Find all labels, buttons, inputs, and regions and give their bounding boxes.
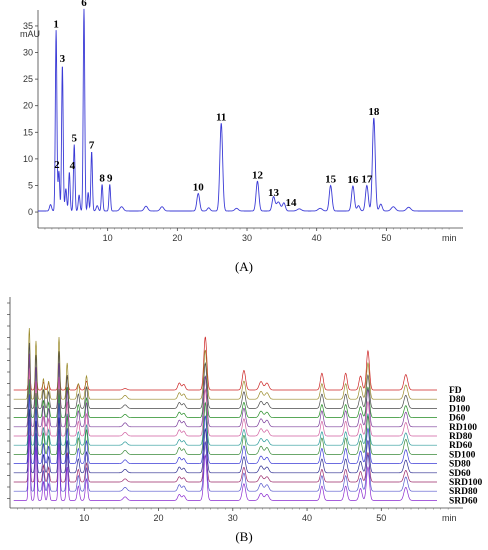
peak-label: 2 [54,159,60,171]
y-tick-label: 35 [23,21,33,31]
peak-label: 7 [89,139,95,151]
x-tick-label: 10 [103,233,113,243]
peak-label: 13 [268,187,280,199]
series-trace [13,342,438,409]
y-tick-label: 5 [28,180,33,190]
peak-label: 4 [70,160,76,172]
peak-label: 5 [71,133,77,145]
series-trace [13,353,438,428]
peak-label: 14 [285,197,297,209]
series-label: SRD80 [449,487,478,497]
series-label: SD100 [449,450,476,460]
panel-a-label: (A) [235,259,253,274]
x-tick-label: 50 [381,233,391,243]
series-trace [13,409,438,474]
series-trace [13,327,438,400]
series-label: FD [449,386,462,396]
peak-label: 1 [53,18,59,30]
peak-label: 17 [361,174,373,186]
peak-label: 10 [193,182,205,194]
series-trace [13,336,438,391]
peak-label: 8 [99,172,105,184]
y-tick-label: 20 [23,101,33,111]
y-tick-label: 10 [23,154,33,164]
peak-label: 18 [368,106,380,118]
series-label: D60 [449,414,466,424]
peak-label: 9 [107,172,113,184]
series-trace [13,394,438,464]
chromatogram-trace [38,8,463,212]
series-label: RD100 [449,423,477,433]
series-label: D100 [449,404,470,414]
series-label: SRD100 [449,478,483,488]
series-trace [13,419,438,492]
x-tick-label: 30 [242,233,252,243]
peak-label: 3 [60,53,66,65]
series-trace [13,434,438,501]
y-tick-label: 0 [28,207,33,217]
series-trace [13,424,438,483]
series-trace [13,379,438,455]
y-tick-label: 15 [23,127,33,137]
series-trace [13,368,438,437]
peak-label: 11 [216,111,226,123]
series-label: SRD60 [449,496,478,506]
series-label: D80 [449,395,466,405]
panel-b-label: (B) [235,529,252,544]
series-label: SD60 [449,469,471,479]
x-tick-label: 40 [302,513,312,523]
x-tick-label: 20 [172,233,182,243]
peak-label: 15 [325,174,337,186]
series-label: RD60 [449,441,472,451]
x-axis-label: min [442,513,457,523]
x-tick-label: 40 [312,233,322,243]
series-trace [13,357,438,418]
x-tick-label: 50 [376,513,386,523]
x-tick-label: 10 [79,513,89,523]
peak-label: 6 [81,0,87,9]
y-tick-label: 25 [23,74,33,84]
series-trace [13,383,438,446]
series-label: RD80 [449,432,472,442]
x-axis-label: min [442,233,457,243]
x-tick-label: 20 [154,513,164,523]
y-tick-label: 30 [23,48,33,58]
y-axis-label: mAU [20,29,40,39]
x-tick-label: 30 [228,513,238,523]
peak-label: 12 [252,169,264,181]
peak-label: 16 [347,174,359,186]
series-label: SD80 [449,460,471,470]
panel-b: 10 20 30 40 50 minFDD80D100D60RD100RD80RD60SD… [7,297,483,544]
